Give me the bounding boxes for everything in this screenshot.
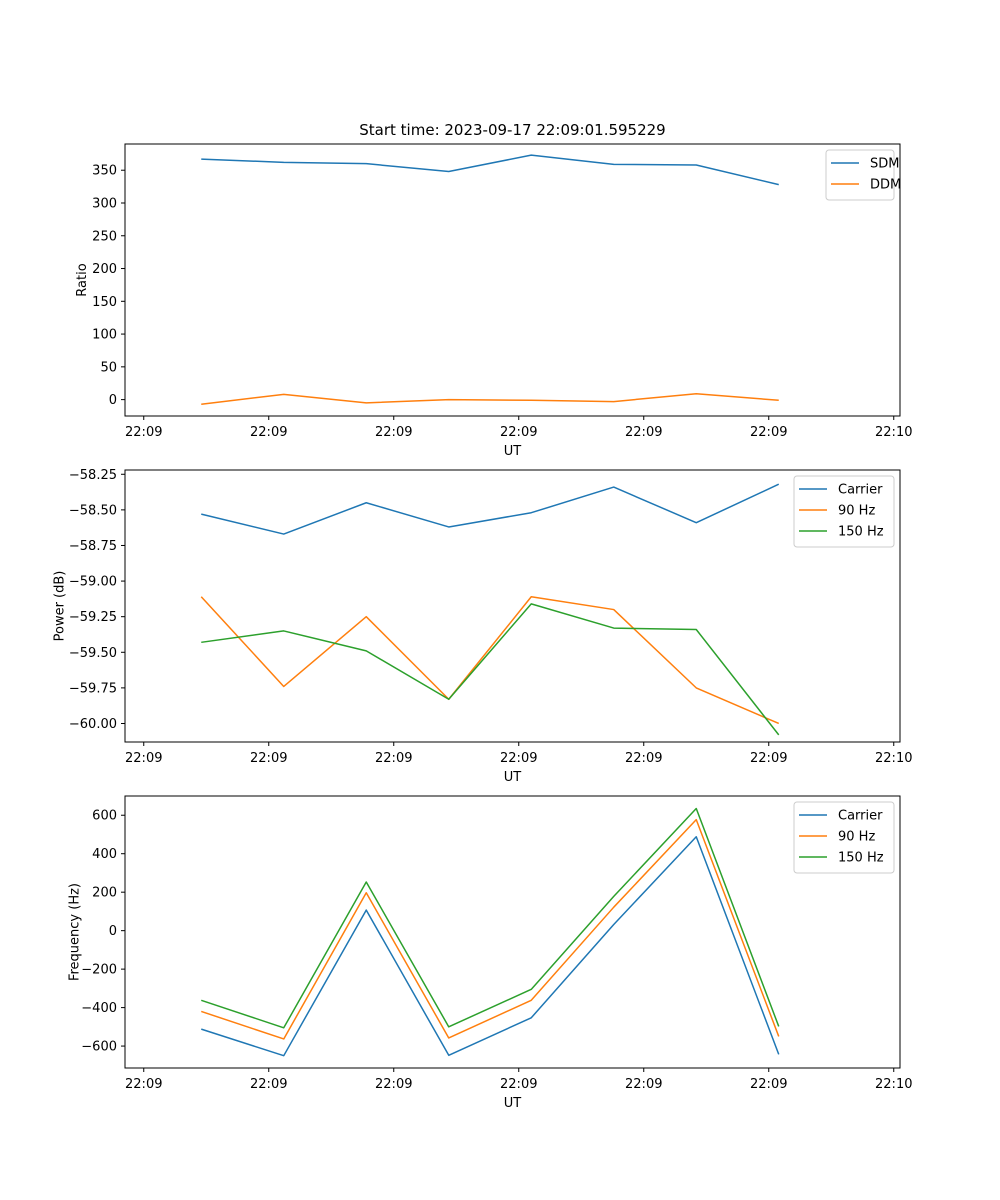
- axes-frame: [124, 795, 901, 1069]
- y-tick-label: 600: [92, 809, 117, 824]
- y-tick-label: −60.00: [69, 717, 117, 732]
- y-tick-label: 400: [92, 847, 117, 862]
- y-axis-label: Power (dB): [52, 571, 67, 642]
- legend-label: SDM: [870, 157, 899, 172]
- x-tick-label: 22:09: [250, 751, 287, 766]
- x-tick-label: 22:09: [750, 1077, 787, 1092]
- x-tick-label: 22:09: [125, 425, 162, 440]
- series-line-sdm: [201, 154, 779, 186]
- subplot-2: 22:09 22:09 22:09 22:09 22:09 22:09 22:10 UT −60…: [52, 468, 912, 785]
- y-tick-label: −59.25: [69, 610, 117, 625]
- series-line-90-hz: [200, 595, 780, 725]
- y-tick-label: −600: [81, 1040, 117, 1055]
- subplot-3: 22:09 22:09 22:09 22:09 22:09 22:09 22:10 UT −60…: [68, 795, 912, 1111]
- series-line-carrier: [201, 836, 780, 1057]
- x-tick-label: 22:10: [875, 1077, 912, 1092]
- legend-label: Carrier: [838, 483, 883, 498]
- x-tick-label: 22:09: [625, 1077, 662, 1092]
- y-tick-label: −58.25: [69, 468, 117, 483]
- x-tick-label: 22:09: [625, 425, 662, 440]
- axes-frame: [124, 143, 901, 417]
- legend-label: 150 Hz: [838, 525, 884, 540]
- x-tick-label: 22:09: [750, 751, 787, 766]
- x-tick-label: 22:09: [500, 1077, 537, 1092]
- y-tick-label: 350: [92, 164, 117, 179]
- x-axis-label: UT: [504, 1096, 522, 1111]
- figure-title: Start time: 2023-09-17 22:09:01.595229: [359, 121, 665, 139]
- x-tick-label: 22:09: [125, 751, 162, 766]
- x-tick-label: 22:09: [250, 425, 287, 440]
- x-axis-label: UT: [504, 444, 522, 459]
- series-line-carrier: [201, 483, 780, 535]
- legend: SDM DDM: [825, 149, 901, 201]
- x-tick-label: 22:09: [500, 751, 537, 766]
- legend-label: Carrier: [838, 809, 883, 824]
- series-line-150-hz: [201, 603, 780, 736]
- series-line-ddm: [201, 392, 779, 405]
- x-tick-label: 22:09: [375, 751, 412, 766]
- legend-label: 90 Hz: [838, 504, 875, 519]
- y-tick-label: −59.50: [69, 646, 117, 661]
- legend: Carrier 90 Hz 150 Hz: [793, 475, 895, 548]
- x-tick-label: 22:09: [375, 1077, 412, 1092]
- x-tick-label: 22:09: [250, 1077, 287, 1092]
- y-tick-label: 50: [100, 360, 117, 375]
- x-tick-label: 22:09: [625, 751, 662, 766]
- legend: Carrier 90 Hz 150 Hz: [793, 801, 895, 874]
- legend-box: [793, 801, 895, 874]
- legend-label: 90 Hz: [838, 830, 875, 845]
- y-tick-label: −400: [81, 1001, 117, 1016]
- y-tick-label: 200: [92, 262, 117, 277]
- axes-frame: [124, 469, 901, 743]
- y-tick-label: 100: [92, 328, 117, 343]
- x-tick-label: 22:10: [875, 425, 912, 440]
- y-tick-label: −58.75: [69, 539, 117, 554]
- subplots: 22:09 22:09 22:09 22:09 22:09 22:09 22:10 UT 0 50…: [52, 143, 912, 1111]
- legend-label: DDM: [870, 178, 901, 193]
- x-tick-label: 22:09: [500, 425, 537, 440]
- legend-label: 150 Hz: [838, 851, 884, 866]
- y-tick-label: 0: [109, 393, 117, 408]
- y-tick-label: −200: [81, 963, 117, 978]
- y-tick-label: 150: [92, 295, 117, 310]
- x-tick-label: 22:09: [125, 1077, 162, 1092]
- series-line-90-hz: [201, 818, 780, 1040]
- x-tick-label: 22:09: [375, 425, 412, 440]
- y-tick-label: 300: [92, 196, 117, 211]
- y-axis-label: Ratio: [75, 263, 90, 296]
- y-tick-label: −59.00: [69, 575, 117, 590]
- y-tick-label: 0: [109, 924, 117, 939]
- y-tick-label: −58.50: [69, 503, 117, 518]
- series-line-150-hz: [201, 807, 780, 1029]
- x-axis-label: UT: [504, 770, 522, 785]
- y-tick-label: 200: [92, 886, 117, 901]
- x-tick-label: 22:10: [875, 751, 912, 766]
- legend-box: [793, 475, 895, 548]
- y-axis-label: Frequency (Hz): [68, 883, 83, 981]
- y-tick-label: 250: [92, 229, 117, 244]
- y-tick-label: −59.75: [69, 681, 117, 696]
- subplot-1: 22:09 22:09 22:09 22:09 22:09 22:09 22:10 UT 0 50…: [75, 143, 912, 459]
- x-tick-label: 22:09: [750, 425, 787, 440]
